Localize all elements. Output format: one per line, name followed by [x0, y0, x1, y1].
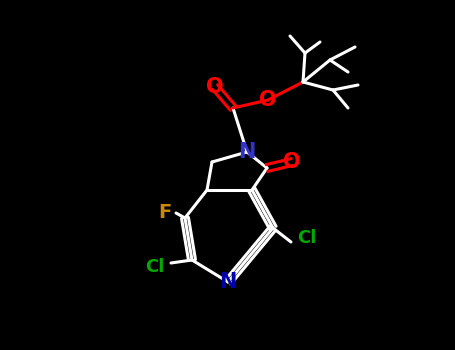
Text: O: O — [259, 90, 277, 110]
Text: O: O — [206, 77, 224, 97]
Text: Cl: Cl — [145, 258, 165, 276]
Text: O: O — [283, 152, 301, 172]
Text: N: N — [219, 272, 237, 292]
Text: Cl: Cl — [297, 229, 317, 247]
Text: F: F — [158, 203, 172, 223]
Text: N: N — [238, 142, 256, 162]
